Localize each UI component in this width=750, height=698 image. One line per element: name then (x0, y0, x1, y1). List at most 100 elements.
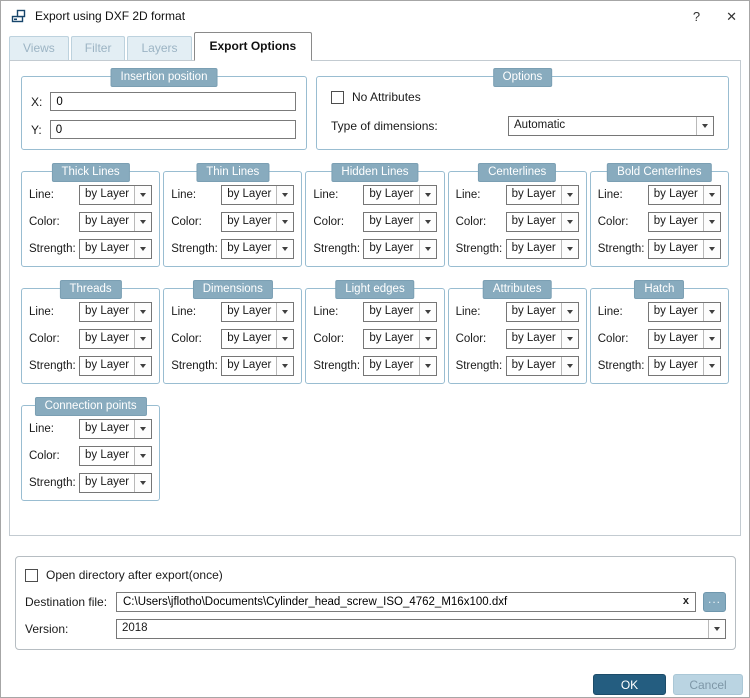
type-of-dimensions-dropdown[interactable]: Automatic (508, 116, 714, 136)
chevron-down-icon[interactable] (276, 213, 294, 231)
chevron-down-icon[interactable] (134, 213, 152, 231)
y-input[interactable] (49, 120, 296, 139)
clear-input-icon[interactable]: x (682, 595, 689, 607)
setting-label: Color: (29, 216, 60, 228)
setting-dropdown[interactable]: by Layer (221, 212, 295, 232)
chevron-down-icon[interactable] (702, 303, 720, 321)
setting-dropdown[interactable]: by Layer (79, 212, 153, 232)
setting-dropdown[interactable]: by Layer (505, 356, 579, 376)
setting-dropdown[interactable]: by Layer (363, 185, 437, 205)
chevron-down-icon[interactable] (560, 357, 578, 375)
chevron-down-icon[interactable] (134, 447, 152, 465)
chevron-down-icon[interactable] (560, 303, 578, 321)
chevron-down-icon[interactable] (134, 303, 152, 321)
browse-button[interactable]: ... (703, 592, 726, 612)
chevron-down-icon[interactable] (134, 330, 152, 348)
chevron-down-icon[interactable] (560, 240, 578, 258)
chevron-down-icon[interactable] (134, 240, 152, 258)
chevron-down-icon[interactable] (418, 240, 436, 258)
chevron-down-icon[interactable] (134, 420, 152, 438)
setting-dropdown[interactable]: by Layer (363, 356, 437, 376)
export-dialog-icon (11, 8, 27, 24)
setting-dropdown[interactable]: by Layer (505, 302, 579, 322)
destination-file-input[interactable] (116, 592, 696, 612)
setting-dropdown[interactable]: by Layer (79, 446, 153, 466)
setting-dropdown[interactable]: by Layer (79, 419, 153, 439)
setting-dropdown[interactable]: by Layer (363, 239, 437, 259)
setting-dropdown[interactable]: by Layer (363, 329, 437, 349)
tab-views[interactable]: Views (9, 36, 69, 60)
tab-filter[interactable]: Filter (70, 36, 126, 60)
chevron-down-icon[interactable] (418, 303, 436, 321)
setting-dropdown[interactable]: by Layer (647, 302, 721, 322)
chevron-down-icon[interactable] (276, 186, 294, 204)
chevron-down-icon[interactable] (560, 213, 578, 231)
tab-layers[interactable]: Layers (127, 36, 192, 60)
line-setting-row: Strength: by Layer (313, 239, 437, 259)
chevron-down-icon[interactable] (418, 213, 436, 231)
setting-label: Line: (597, 189, 623, 201)
setting-dropdown[interactable]: by Layer (505, 329, 579, 349)
setting-dropdown[interactable]: by Layer (221, 329, 295, 349)
chevron-down-icon[interactable] (560, 330, 578, 348)
chevron-down-icon[interactable] (418, 186, 436, 204)
no-attributes-checkbox[interactable] (331, 90, 344, 104)
setting-dropdown[interactable]: by Layer (79, 356, 153, 376)
chevron-down-icon[interactable] (696, 117, 713, 135)
chevron-down-icon[interactable] (418, 357, 436, 375)
setting-dropdown[interactable]: by Layer (221, 356, 295, 376)
chevron-down-icon[interactable] (276, 330, 294, 348)
setting-dropdown[interactable]: by Layer (221, 185, 295, 205)
setting-dropdown[interactable]: by Layer (363, 212, 437, 232)
group-title: Hatch (634, 280, 685, 299)
chevron-down-icon[interactable] (276, 303, 294, 321)
version-dropdown[interactable]: 2018 (116, 619, 726, 639)
chevron-down-icon[interactable] (702, 213, 720, 231)
chevron-down-icon[interactable] (134, 474, 152, 492)
chevron-down-icon[interactable] (276, 240, 294, 258)
setting-dropdown[interactable]: by Layer (647, 212, 721, 232)
chevron-down-icon[interactable] (560, 186, 578, 204)
setting-label: Strength: (171, 360, 218, 372)
chevron-down-icon[interactable] (134, 357, 152, 375)
setting-dropdown[interactable]: by Layer (505, 239, 579, 259)
chevron-down-icon[interactable] (702, 186, 720, 204)
chevron-down-icon[interactable] (702, 330, 720, 348)
line-groups-row-1: Thick Lines Line: by Layer Color: by Lay… (15, 162, 735, 267)
group-title: Bold Centerlines (607, 163, 712, 182)
setting-dropdown[interactable]: by Layer (363, 302, 437, 322)
setting-label: Strength: (597, 360, 645, 372)
setting-dropdown[interactable]: by Layer (79, 302, 153, 322)
setting-dropdown[interactable]: by Layer (647, 356, 721, 376)
setting-dropdown[interactable]: by Layer (505, 212, 579, 232)
chevron-down-icon[interactable] (418, 330, 436, 348)
line-style-group: Hidden Lines Line: by Layer Color: by La… (305, 163, 445, 267)
setting-dropdown[interactable]: by Layer (647, 329, 721, 349)
chevron-down-icon[interactable] (276, 357, 294, 375)
group-title: Thin Lines (196, 163, 270, 182)
setting-dropdown[interactable]: by Layer (79, 329, 153, 349)
help-button[interactable]: ? (692, 8, 701, 24)
chevron-down-icon[interactable] (702, 240, 720, 258)
close-button[interactable]: ✕ (726, 8, 737, 24)
setting-dropdown[interactable]: by Layer (505, 185, 579, 205)
setting-dropdown[interactable]: by Layer (221, 302, 295, 322)
setting-dropdown[interactable]: by Layer (647, 239, 721, 259)
setting-dropdown[interactable]: by Layer (79, 473, 153, 493)
insertion-position-group: Insertion position X: Y: (21, 68, 307, 150)
ok-button[interactable]: OK (593, 674, 666, 695)
tab-export-options[interactable]: Export Options (193, 32, 313, 61)
setting-dropdown[interactable]: by Layer (647, 185, 721, 205)
line-setting-row: Line: by Layer (456, 185, 579, 205)
chevron-down-icon[interactable] (708, 620, 725, 638)
x-input[interactable] (50, 92, 296, 111)
line-setting-row: Color: by Layer (313, 212, 437, 232)
setting-dropdown[interactable]: by Layer (79, 185, 153, 205)
setting-dropdown[interactable]: by Layer (221, 239, 295, 259)
dropdown-value: Automatic (514, 119, 566, 131)
chevron-down-icon[interactable] (702, 357, 720, 375)
open-directory-checkbox[interactable] (25, 568, 38, 582)
setting-dropdown[interactable]: by Layer (79, 239, 153, 259)
chevron-down-icon[interactable] (134, 186, 152, 204)
cancel-button[interactable]: Cancel (673, 674, 743, 695)
